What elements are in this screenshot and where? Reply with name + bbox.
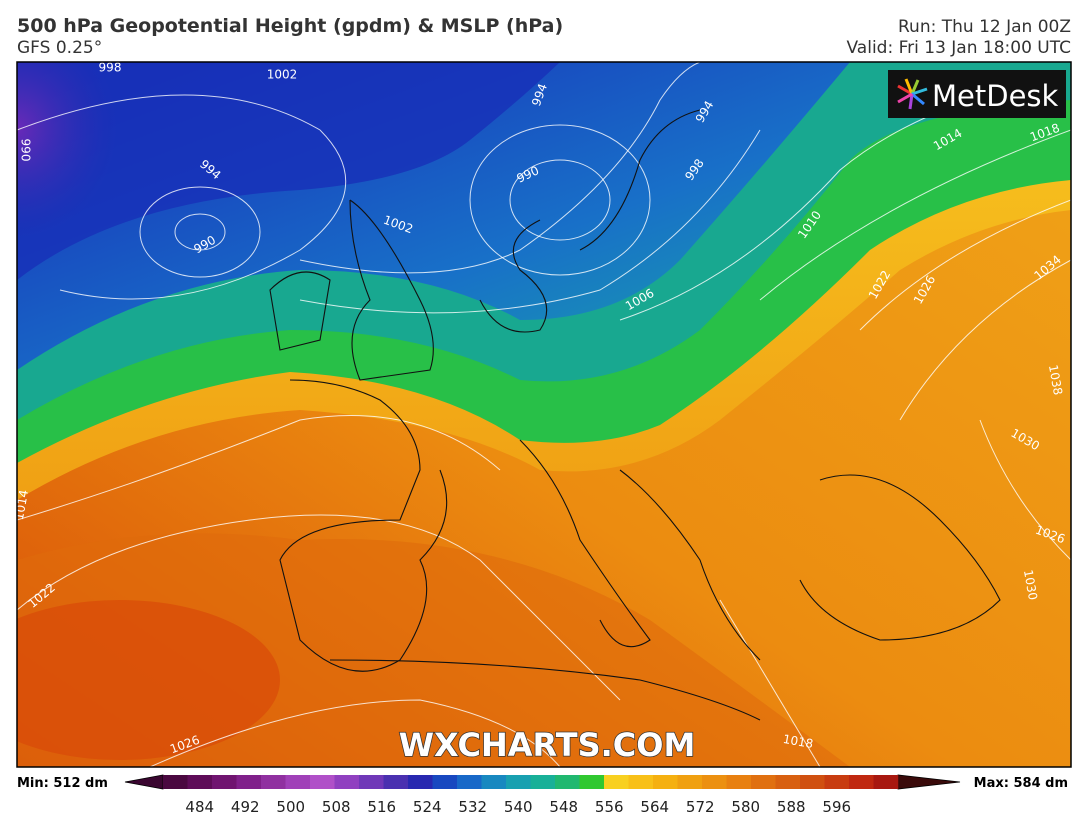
colorbar-tick-label: 580	[731, 798, 760, 816]
colorbar-segment	[628, 775, 654, 789]
colorbar-segment	[187, 775, 213, 789]
colorbar-tick-label: 532	[458, 798, 487, 816]
isobar-label: 998	[99, 61, 122, 75]
colorbar-segment	[824, 775, 850, 789]
colorbar-segment	[432, 775, 458, 789]
colorbar-tick-label: 572	[686, 798, 715, 816]
isobar-label: 1002	[267, 68, 298, 82]
colorbar-segment	[800, 775, 825, 789]
colorbar-segment	[726, 775, 752, 789]
colorbar-tick-label: 564	[640, 798, 669, 816]
colorbar-segment	[261, 775, 286, 789]
logo: MetDesk	[888, 70, 1066, 118]
isobars	[17, 62, 1071, 767]
map: 998 1002 994 990 994 990 990 994 998 100…	[16, 61, 1072, 768]
model-label: GFS 0.25°	[17, 38, 102, 58]
watermark: WXCHARTS.COM	[399, 726, 696, 764]
colorbar-tick-label: 508	[322, 798, 351, 816]
colorbar-tick-label: 492	[231, 798, 260, 816]
colorbar-segment	[751, 775, 776, 789]
colorbar-segment	[775, 775, 801, 789]
colorbar-segment	[579, 775, 605, 789]
colorbar-segment	[604, 775, 629, 789]
colorbar-segment	[873, 775, 899, 789]
colorbar-segment	[359, 775, 384, 789]
colorbar-tick-label: 524	[413, 798, 442, 816]
isobar-label: 1038	[1046, 364, 1065, 397]
colorbar-tick-label: 516	[367, 798, 396, 816]
colorbar-segment	[212, 775, 237, 789]
colorbar-segment	[653, 775, 678, 789]
valid-label: Valid: Fri 13 Jan 18:00 UTC	[847, 38, 1072, 58]
max-label: Max: 584 dm	[974, 776, 1068, 791]
colorbar-segment	[457, 775, 482, 789]
chart-title: 500 hPa Geopotential Height (gpdm) & MSL…	[17, 15, 563, 37]
colorbar-segment	[163, 775, 188, 789]
colorbar: Min: 512 dm Max: 584 dm 484 492 500 508 516 5…	[17, 774, 1068, 816]
colorbar-segment	[677, 775, 703, 789]
colorbar-segment	[530, 775, 556, 789]
colorbar-tick-label: 556	[595, 798, 624, 816]
colorbar-tick-label: 596	[822, 798, 851, 816]
colorbar-tick-label: 484	[185, 798, 214, 816]
colorbar-tick-label: 588	[777, 798, 806, 816]
colorbar-segment	[310, 775, 335, 789]
colorbar-segment	[849, 775, 874, 789]
colorbar-tick-label: 540	[504, 798, 533, 816]
colorbar-segment	[555, 775, 580, 789]
run-label: Run: Thu 12 Jan 00Z	[898, 17, 1071, 37]
colorbar-segment	[702, 775, 727, 789]
colorbar-segment	[481, 775, 507, 789]
colorbar-segment	[408, 775, 433, 789]
min-label: Min: 512 dm	[17, 776, 108, 791]
isobar-label: 990	[19, 139, 33, 162]
coastlines	[269, 109, 1001, 721]
logo-text: MetDesk	[932, 79, 1059, 113]
isobar-label: 1030	[1021, 569, 1040, 602]
colorbar-segment	[236, 775, 262, 789]
colorbar-segment	[506, 775, 531, 789]
colorbar-tick-label: 548	[549, 798, 578, 816]
colorbar-segment	[285, 775, 311, 789]
isobar-label: 1018	[782, 732, 815, 751]
colorbar-segment	[383, 775, 409, 789]
colorbar-segment	[334, 775, 360, 789]
colorbar-tick-label: 500	[276, 798, 305, 816]
